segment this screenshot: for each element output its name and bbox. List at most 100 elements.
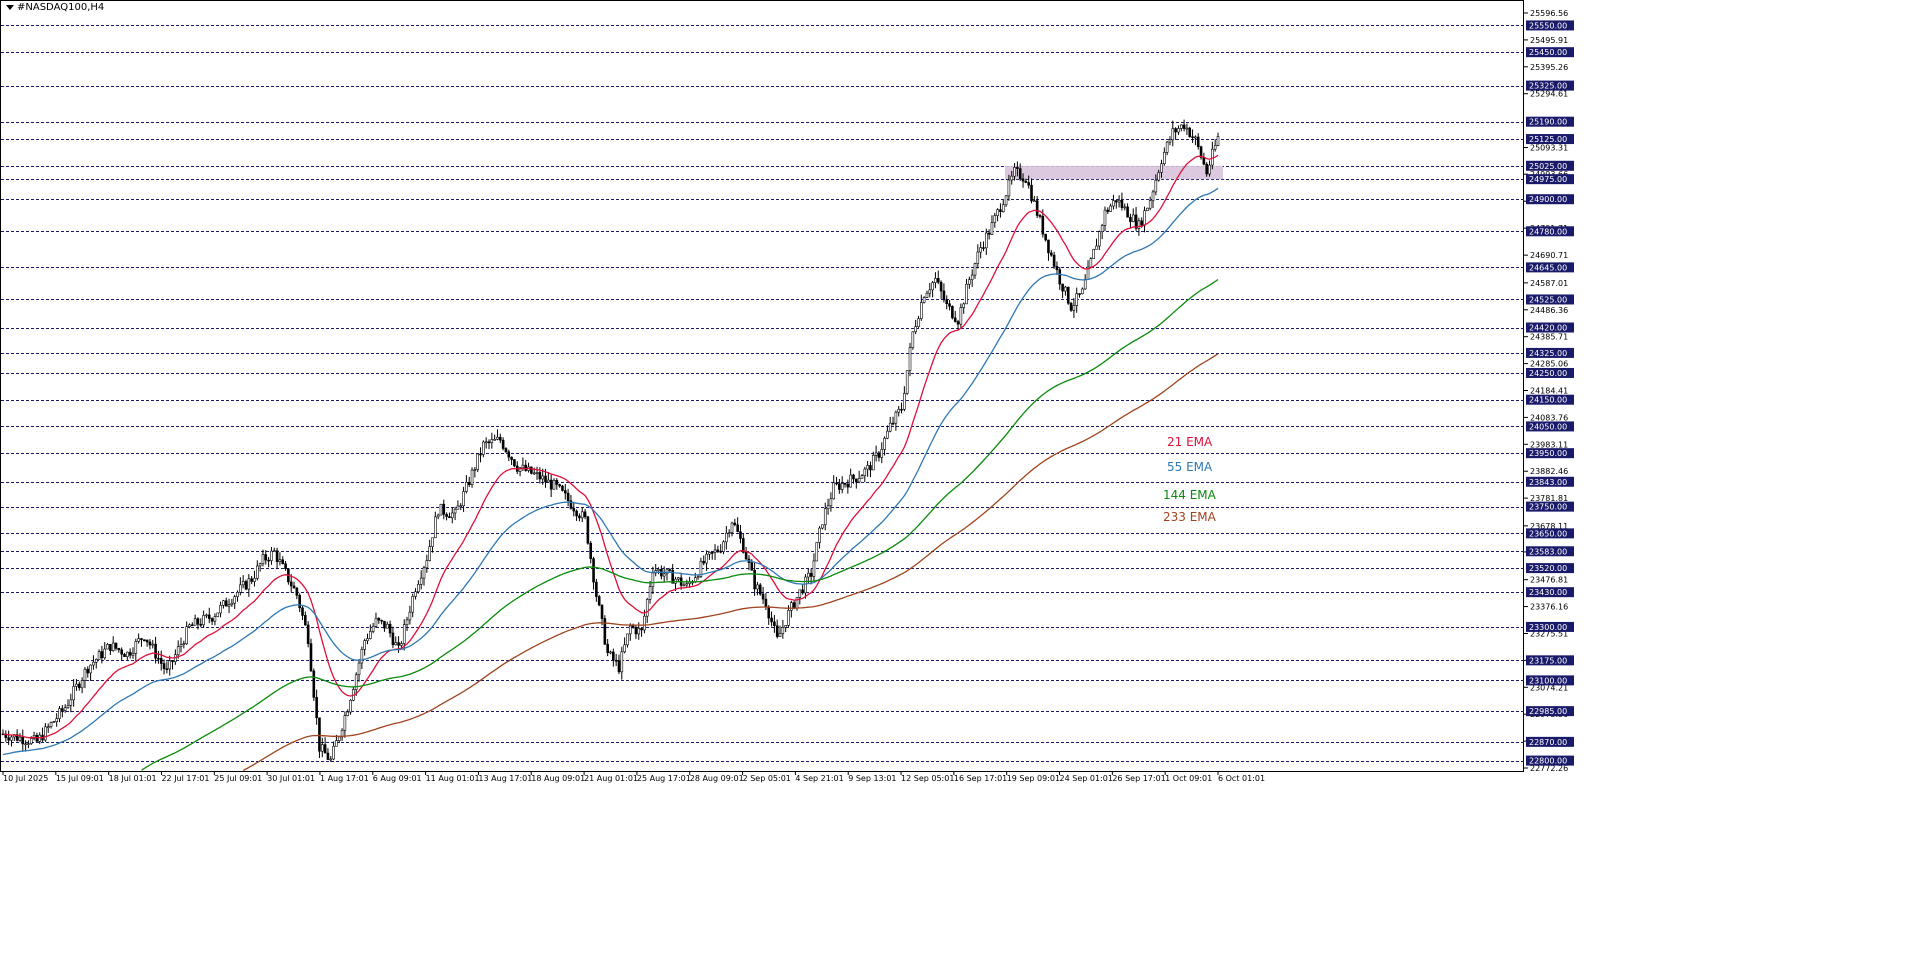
candle — [111, 636, 115, 652]
candle — [948, 299, 951, 311]
level-price-label: 25550.00 — [1529, 21, 1567, 30]
candle-body — [589, 542, 593, 559]
candle-body — [552, 480, 556, 490]
candle-body — [699, 560, 703, 577]
candle-body — [411, 596, 415, 613]
candle — [270, 546, 273, 565]
candle — [205, 613, 208, 619]
candle-body — [58, 708, 61, 719]
candle — [185, 621, 188, 645]
level-price-label: 23300.00 — [1529, 623, 1567, 632]
candle-body — [812, 560, 816, 577]
candle-body — [459, 505, 463, 508]
candle — [668, 568, 672, 572]
time-label: 16 Sep 17:01 — [954, 774, 1007, 783]
candle — [914, 319, 917, 335]
candle-body — [397, 642, 400, 646]
resistance-zone — [1005, 165, 1223, 180]
candle — [900, 402, 903, 414]
chevron-down-icon[interactable] — [6, 5, 14, 10]
candle-body — [1058, 269, 1062, 285]
candle-body — [609, 651, 612, 654]
candle — [46, 723, 50, 733]
candle-body — [1066, 286, 1070, 304]
candle-body — [176, 646, 180, 655]
level-price-label: 23430.00 — [1529, 588, 1567, 597]
candle-body — [628, 625, 632, 635]
candle-body — [586, 516, 590, 544]
candle-body — [157, 657, 160, 660]
candle — [1163, 147, 1166, 166]
candle — [1188, 126, 1192, 138]
candle-body — [617, 660, 621, 673]
candle-body — [1013, 167, 1016, 177]
level-price-label: 25450.00 — [1529, 48, 1567, 57]
level-price-label: 23750.00 — [1529, 503, 1567, 512]
candle — [86, 666, 90, 678]
candle-body — [725, 532, 728, 543]
candle-body — [479, 453, 482, 456]
candle-body — [408, 611, 412, 621]
level-price-label: 24250.00 — [1529, 369, 1567, 378]
candle — [199, 618, 203, 628]
candle — [716, 545, 720, 553]
candle — [431, 537, 434, 553]
candle-body — [77, 683, 81, 689]
candle — [888, 416, 892, 433]
candle — [162, 659, 166, 675]
candle-body — [1075, 293, 1079, 306]
level-price-box — [1526, 226, 1574, 237]
candle-body — [897, 408, 901, 413]
candle-body — [380, 619, 383, 622]
level-price-box — [1526, 501, 1574, 512]
candle-body — [849, 474, 852, 488]
candle — [219, 601, 222, 618]
candle — [272, 547, 276, 553]
candle — [1086, 260, 1090, 280]
candle — [1157, 169, 1160, 182]
candle-body — [846, 483, 850, 488]
candle — [320, 737, 324, 758]
candle — [482, 440, 485, 458]
candle — [1024, 178, 1028, 184]
candle-body — [66, 704, 70, 709]
candle-body — [315, 697, 318, 719]
candle — [886, 425, 889, 440]
chart-title[interactable]: #NASDAQ100,H4 — [6, 2, 104, 13]
candle-body — [798, 589, 802, 598]
candle — [513, 458, 516, 468]
candle — [1216, 132, 1220, 147]
candle — [705, 550, 708, 571]
candle-body — [922, 297, 926, 303]
candle — [1021, 173, 1025, 188]
candle-body — [97, 651, 101, 660]
candle — [860, 474, 864, 479]
candles — [1, 119, 1220, 762]
candle — [182, 640, 186, 649]
candle — [719, 544, 722, 554]
time-label: 6 Oct 01:01 — [1218, 774, 1265, 783]
candle-body — [541, 475, 544, 480]
candle-body — [1191, 136, 1194, 139]
candle — [733, 518, 737, 527]
candle — [1165, 141, 1169, 156]
candle — [1001, 199, 1005, 213]
candle-body — [835, 482, 838, 485]
candle-body — [239, 584, 242, 593]
candle — [267, 556, 270, 568]
candle — [448, 512, 451, 519]
candle-body — [877, 452, 881, 458]
candle — [1205, 162, 1208, 177]
candle-body — [651, 572, 655, 587]
candle-body — [453, 508, 457, 514]
candle-body — [1106, 209, 1110, 212]
candle-body — [668, 569, 672, 571]
candle — [713, 544, 717, 560]
candle — [61, 705, 64, 718]
candle-body — [289, 581, 293, 587]
time-label: 19 Sep 09:01 — [1007, 774, 1060, 783]
candle — [580, 507, 584, 523]
time-label: 11 Aug 01:01 — [426, 774, 480, 783]
level-price-box — [1526, 476, 1574, 487]
